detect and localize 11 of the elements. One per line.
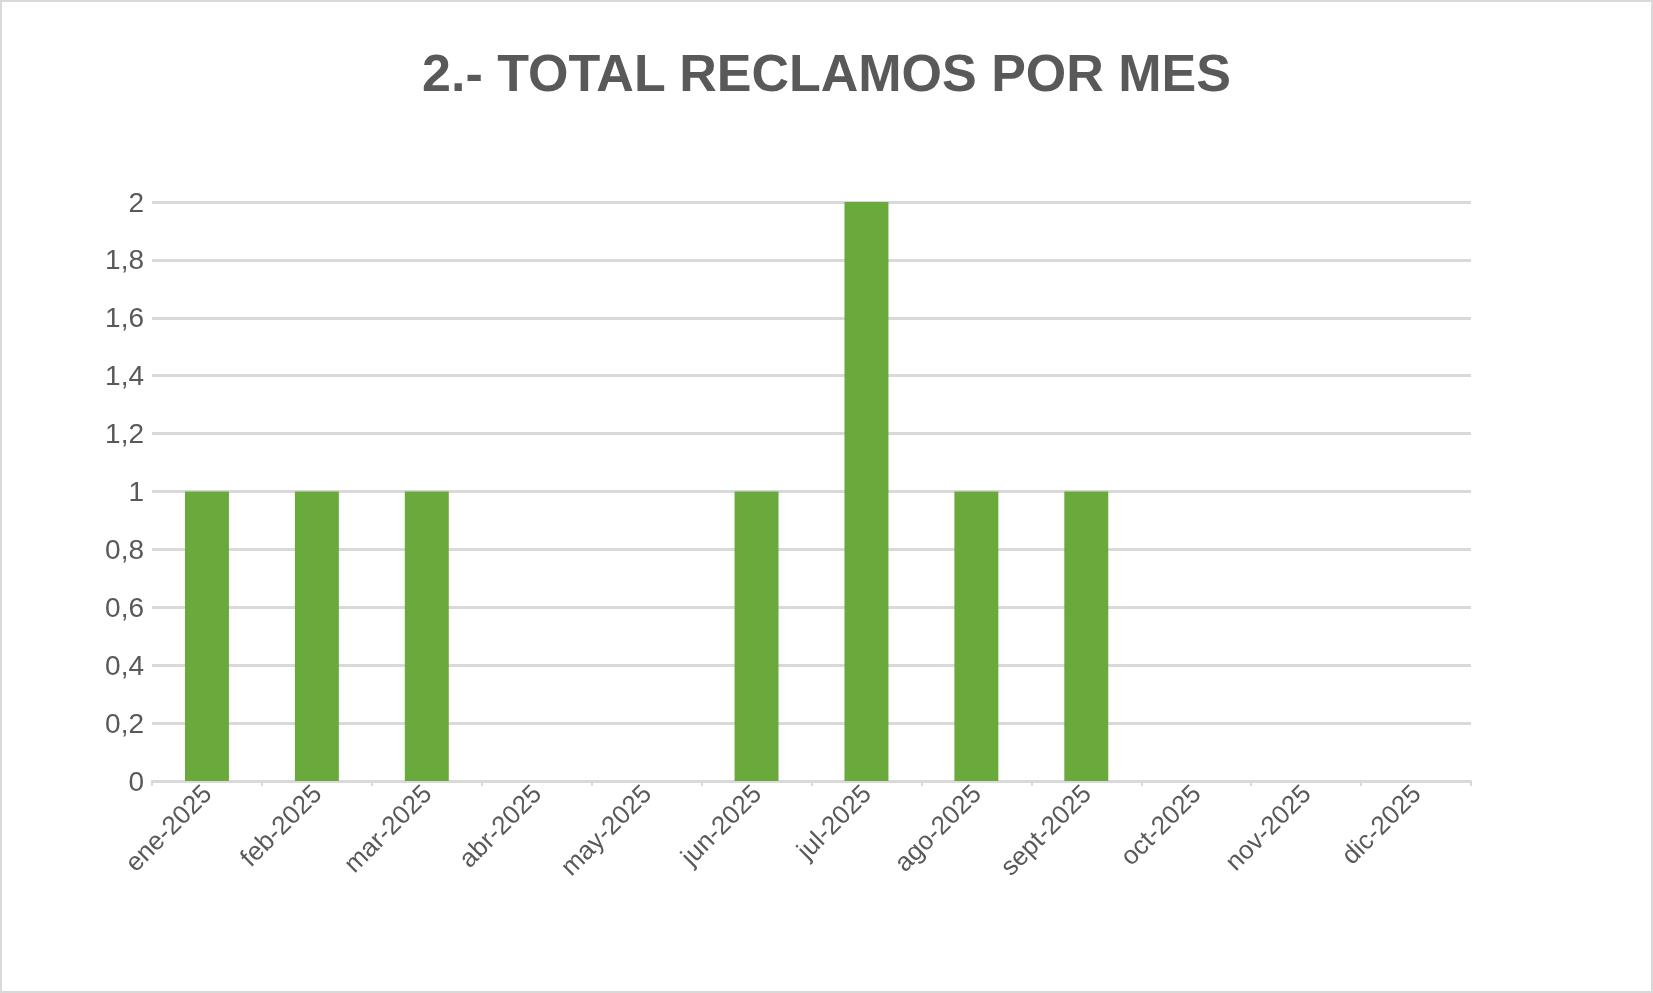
y-tick-label: 0,2 bbox=[105, 707, 144, 739]
y-tick-label: 1,4 bbox=[105, 360, 144, 392]
y-tick-label: 1,6 bbox=[105, 302, 144, 334]
chart-title: 2.- TOTAL RECLAMOS POR MES bbox=[422, 44, 1231, 102]
y-tick-label: 1 bbox=[128, 476, 144, 507]
y-tick-label: 2 bbox=[128, 186, 144, 218]
y-tick-label: 1,2 bbox=[105, 418, 144, 450]
y-tick-label: 0,8 bbox=[105, 533, 144, 565]
y-tick-label: 0,4 bbox=[105, 649, 144, 681]
y-tick-label: 1,8 bbox=[105, 244, 144, 276]
y-tick-label: 0,6 bbox=[105, 591, 144, 623]
